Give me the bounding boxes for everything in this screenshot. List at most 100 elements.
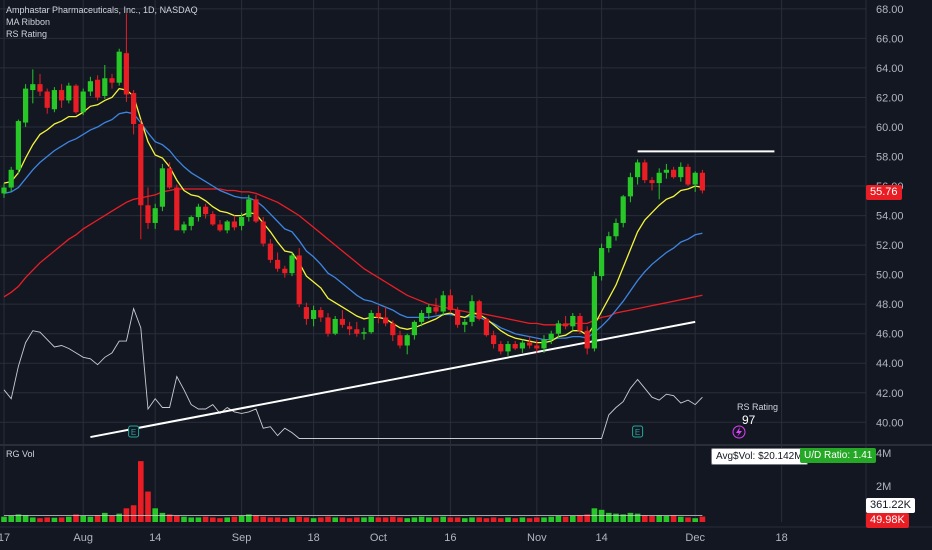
candle-body bbox=[426, 307, 432, 314]
time-tick-label: 16 bbox=[444, 532, 456, 544]
rs-rating-legend[interactable]: RS Rating bbox=[6, 29, 48, 39]
candle-body bbox=[23, 88, 29, 123]
price-tick-label: 60.00 bbox=[876, 122, 904, 134]
volume-bar bbox=[354, 517, 360, 522]
candle-body bbox=[404, 335, 410, 346]
candle-body bbox=[498, 344, 504, 352]
volume-bar bbox=[649, 515, 655, 522]
ma-ribbon-legend[interactable]: MA Ribbon bbox=[6, 17, 51, 27]
candle-body bbox=[1, 187, 7, 194]
volume-bar bbox=[670, 515, 677, 522]
candle-body bbox=[447, 295, 453, 311]
candle-body bbox=[303, 307, 309, 319]
volume-bar bbox=[30, 517, 36, 522]
candle-body bbox=[411, 321, 417, 336]
candle-body bbox=[51, 90, 57, 110]
volume-bar bbox=[217, 518, 223, 522]
volume-bar bbox=[174, 515, 180, 522]
candle-body bbox=[131, 93, 137, 125]
candle-body bbox=[548, 333, 554, 340]
price-tick-label: 68.00 bbox=[876, 4, 904, 16]
time-tick-label: Oct bbox=[370, 532, 387, 544]
candle-body bbox=[368, 313, 374, 333]
lightning-icon bbox=[732, 425, 746, 439]
earnings-icon bbox=[128, 425, 140, 438]
candle-body bbox=[354, 329, 360, 334]
volume-bar bbox=[58, 517, 65, 522]
candle-body bbox=[260, 221, 266, 244]
candle-body bbox=[649, 180, 655, 184]
candle-body bbox=[375, 313, 381, 318]
candle-body bbox=[152, 208, 158, 223]
volume-bar bbox=[476, 517, 482, 522]
price-tick-label: 42.00 bbox=[876, 388, 904, 400]
candle-body bbox=[289, 255, 295, 274]
price-tick-label: 46.00 bbox=[876, 329, 904, 341]
candle-body bbox=[296, 255, 302, 305]
candle-body bbox=[66, 85, 72, 101]
candle-body bbox=[455, 310, 461, 325]
candle-body bbox=[671, 169, 677, 178]
volume-bar bbox=[80, 515, 86, 522]
candle-body bbox=[73, 85, 79, 113]
candle-body bbox=[95, 79, 101, 98]
time-tick-label: 14 bbox=[595, 532, 607, 544]
price-tick-label: 44.00 bbox=[876, 358, 904, 370]
volume-bar bbox=[678, 516, 684, 522]
candle-body bbox=[483, 318, 489, 336]
rs-rating-value: 97 bbox=[742, 413, 756, 427]
volume-bar bbox=[310, 518, 317, 522]
volume-bar bbox=[685, 517, 691, 522]
candle-body bbox=[433, 307, 439, 312]
volume-bar bbox=[116, 513, 122, 522]
volume-bar bbox=[541, 517, 547, 522]
candle-body bbox=[440, 295, 446, 312]
candle-body bbox=[462, 321, 468, 325]
volume-bar bbox=[411, 517, 418, 522]
candle-body bbox=[116, 51, 122, 83]
candle-body bbox=[188, 217, 194, 226]
candle-body bbox=[8, 169, 14, 188]
time-tick-label: 18 bbox=[307, 532, 319, 544]
volume-bar bbox=[253, 515, 259, 522]
candle-body bbox=[217, 224, 223, 231]
candle-body bbox=[397, 335, 403, 346]
volume-bar bbox=[210, 517, 216, 522]
volume-pane-title[interactable]: RG Vol bbox=[6, 449, 35, 459]
ema-slow-line bbox=[3, 188, 703, 326]
candle-body bbox=[512, 344, 518, 349]
candle-body bbox=[361, 332, 367, 334]
candle-body bbox=[275, 259, 281, 269]
price-tick-label: 40.00 bbox=[876, 417, 904, 429]
volume-bar bbox=[296, 516, 302, 522]
volume-bar bbox=[202, 516, 209, 522]
volume-bar bbox=[1, 516, 7, 522]
volume-bar bbox=[656, 515, 662, 522]
volume-bar bbox=[562, 516, 569, 522]
volume-bar bbox=[584, 514, 590, 522]
earnings-marker-label: E bbox=[131, 428, 136, 437]
volume-bar bbox=[188, 517, 194, 522]
candle-body bbox=[383, 317, 389, 324]
candle-body bbox=[591, 276, 597, 349]
last-price-badge: 55.76 bbox=[866, 185, 902, 200]
volume-bar bbox=[102, 512, 108, 522]
lightning-bolt-glyph bbox=[736, 427, 742, 437]
candle-body bbox=[642, 162, 648, 181]
volume-axis-4m: 4M bbox=[876, 448, 892, 460]
volume-bar bbox=[44, 517, 50, 522]
candle-body bbox=[627, 177, 633, 197]
candle-body bbox=[505, 344, 511, 352]
volume-bar bbox=[440, 516, 446, 522]
price-tick-label: 66.00 bbox=[876, 33, 904, 45]
candle-body bbox=[109, 78, 115, 83]
time-tick-label: 18 bbox=[775, 532, 787, 544]
volume-bar bbox=[159, 512, 166, 522]
candle-body bbox=[30, 84, 36, 91]
volume-bar bbox=[339, 517, 346, 522]
volume-badge-up: 361.22K bbox=[866, 498, 915, 513]
candle-body bbox=[656, 172, 662, 184]
volume-bar bbox=[274, 517, 281, 522]
volume-bar bbox=[260, 516, 266, 522]
